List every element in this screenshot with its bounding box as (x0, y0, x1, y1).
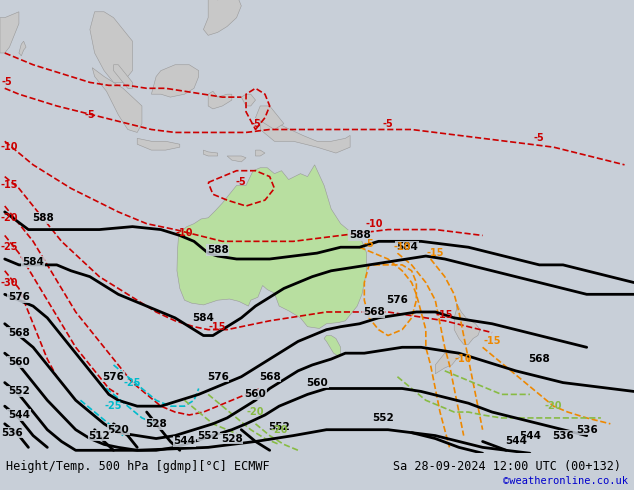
Text: 552: 552 (197, 431, 219, 441)
Polygon shape (324, 336, 340, 356)
Text: 520: 520 (107, 425, 129, 435)
Text: 528: 528 (221, 434, 243, 443)
Text: 588: 588 (207, 245, 228, 255)
Text: 588: 588 (32, 213, 53, 223)
Polygon shape (260, 115, 350, 153)
Polygon shape (90, 12, 133, 82)
Text: 568: 568 (8, 328, 30, 338)
Text: 536: 536 (552, 431, 574, 441)
Text: 560: 560 (306, 378, 328, 388)
Text: -10: -10 (1, 142, 18, 152)
Text: 560: 560 (245, 390, 266, 399)
Text: 584: 584 (22, 257, 44, 267)
Text: -10: -10 (365, 219, 382, 229)
Polygon shape (454, 303, 480, 344)
Text: 560: 560 (8, 357, 30, 367)
Text: 588: 588 (349, 230, 370, 241)
Text: -15: -15 (483, 337, 501, 346)
Text: 576: 576 (387, 295, 408, 305)
Text: 536: 536 (576, 425, 598, 435)
Text: -25: -25 (105, 401, 122, 411)
Text: -10: -10 (394, 242, 411, 252)
Polygon shape (436, 353, 462, 374)
Text: -5: -5 (2, 77, 13, 87)
Text: -25: -25 (124, 378, 141, 388)
Polygon shape (242, 94, 256, 106)
Text: -5: -5 (236, 177, 247, 188)
Polygon shape (113, 65, 133, 88)
Polygon shape (227, 156, 246, 162)
Text: ©weatheronline.co.uk: ©weatheronline.co.uk (503, 476, 628, 486)
Text: 544: 544 (174, 437, 195, 446)
Polygon shape (137, 138, 180, 150)
Text: -15: -15 (427, 248, 444, 258)
Text: 576: 576 (207, 372, 229, 382)
Text: 576: 576 (103, 372, 124, 382)
Polygon shape (93, 68, 142, 132)
Text: -5: -5 (534, 133, 545, 144)
Text: -5: -5 (382, 119, 393, 128)
Text: -20: -20 (247, 407, 264, 417)
Text: 576: 576 (8, 292, 30, 302)
Text: 528: 528 (145, 419, 167, 429)
Polygon shape (204, 0, 242, 35)
Text: 552: 552 (268, 422, 290, 432)
Text: 568: 568 (363, 307, 385, 317)
Text: 552: 552 (8, 387, 30, 396)
Text: -10: -10 (176, 227, 193, 238)
Text: -30: -30 (1, 277, 18, 288)
Text: -15: -15 (209, 322, 226, 332)
Text: 544: 544 (505, 437, 527, 446)
Polygon shape (208, 91, 232, 109)
Text: -25: -25 (1, 242, 18, 252)
Polygon shape (256, 106, 284, 129)
Text: -15: -15 (436, 310, 453, 320)
Polygon shape (256, 150, 265, 156)
Text: -20: -20 (545, 401, 562, 411)
Polygon shape (152, 65, 198, 97)
Text: 512: 512 (89, 431, 110, 441)
Text: -20: -20 (270, 425, 288, 435)
Text: 544: 544 (8, 410, 30, 420)
Text: 552: 552 (372, 413, 394, 423)
Polygon shape (177, 165, 366, 328)
Polygon shape (204, 150, 217, 156)
Text: -20: -20 (1, 213, 18, 223)
Text: 568: 568 (259, 372, 281, 382)
Text: 536: 536 (1, 428, 23, 438)
Text: -5: -5 (364, 239, 375, 249)
Text: -10: -10 (455, 354, 472, 364)
Text: -5: -5 (250, 119, 261, 128)
Text: 584: 584 (396, 242, 418, 252)
Text: 544: 544 (519, 431, 541, 441)
Text: Height/Temp. 500 hPa [gdmp][°C] ECMWF: Height/Temp. 500 hPa [gdmp][°C] ECMWF (6, 460, 270, 473)
Text: Sa 28-09-2024 12:00 UTC (00+132): Sa 28-09-2024 12:00 UTC (00+132) (393, 460, 621, 473)
Text: -15: -15 (1, 180, 18, 191)
Polygon shape (0, 12, 19, 53)
Polygon shape (19, 41, 26, 56)
Text: 584: 584 (193, 313, 214, 323)
Text: -5: -5 (84, 110, 95, 120)
Text: 568: 568 (529, 354, 550, 364)
